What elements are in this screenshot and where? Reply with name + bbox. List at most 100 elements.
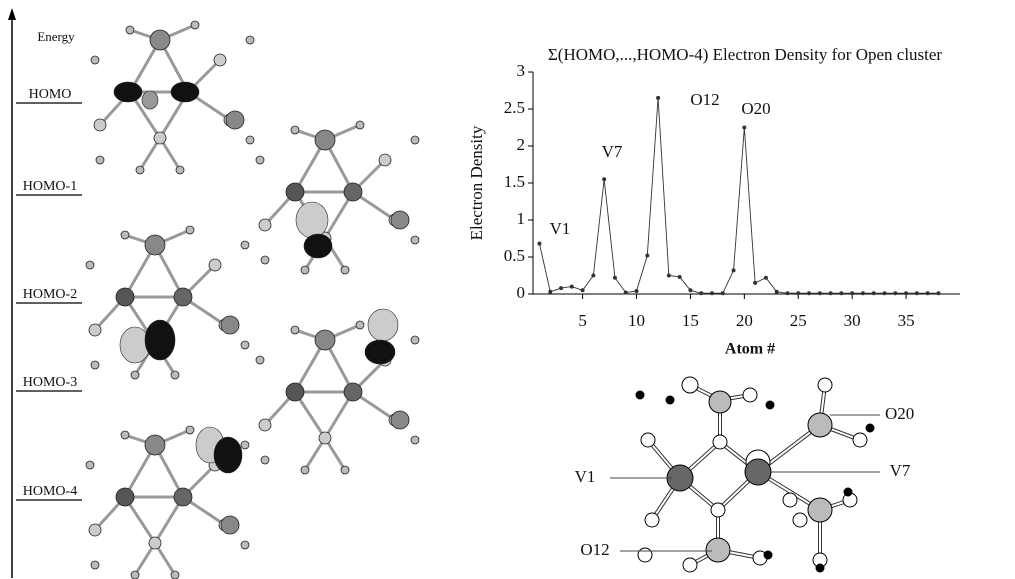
atom — [261, 256, 269, 264]
data-point — [818, 291, 822, 295]
orbital-lobe — [296, 202, 328, 238]
atom — [214, 54, 226, 66]
y-tick-label: 2.5 — [504, 98, 525, 117]
data-point — [904, 291, 908, 295]
atom — [638, 548, 652, 562]
structure-label: O12 — [580, 540, 609, 559]
atom — [743, 388, 757, 402]
atom — [86, 261, 94, 269]
annotation: V7 — [602, 142, 623, 161]
atom — [241, 241, 249, 249]
y-tick-label: 1 — [517, 209, 526, 228]
atom — [131, 371, 139, 379]
data-point — [926, 291, 930, 295]
x-axis-label: Atom # — [725, 341, 775, 358]
atom — [319, 432, 331, 444]
data-point — [893, 291, 897, 295]
atom — [411, 436, 419, 444]
cluster — [91, 21, 254, 174]
atom — [411, 336, 419, 344]
energy-label: Energy — [37, 29, 75, 44]
atom — [145, 435, 165, 455]
orbital-lobe — [304, 234, 332, 258]
atom — [259, 419, 271, 431]
x-tick-label: 15 — [682, 311, 699, 330]
atom — [844, 488, 852, 496]
atom — [261, 456, 269, 464]
orbital-lobe — [145, 320, 175, 360]
series-line — [539, 98, 938, 293]
data-point — [591, 274, 595, 278]
x-tick-label: 30 — [844, 311, 861, 330]
atom — [246, 136, 254, 144]
orbital-lobe — [214, 437, 242, 473]
x-tick-label: 10 — [628, 311, 645, 330]
figure: Energy HOMOHOMO-1HOMO-2HOMO-3HOMO-4 Σ(HO… — [0, 0, 1015, 579]
data-point — [645, 254, 649, 258]
atom — [241, 441, 249, 449]
x-tick-label: 25 — [790, 311, 807, 330]
atom — [150, 30, 170, 50]
atom — [356, 121, 364, 129]
orbital-lobe — [114, 82, 142, 102]
data-point — [667, 274, 671, 278]
data-point — [613, 276, 617, 280]
atom — [816, 564, 824, 572]
atom — [808, 413, 832, 437]
atom — [286, 383, 304, 401]
atom — [711, 503, 725, 517]
energy-arrow — [8, 8, 16, 20]
orbital-lobe — [368, 309, 398, 341]
atom — [209, 259, 221, 271]
y-tick-label: 0 — [517, 283, 526, 302]
level-label: HOMO-3 — [23, 375, 77, 390]
chart-title: Σ(HOMO,...,HOMO-4) Electron Density for … — [548, 45, 943, 64]
molecules — [86, 21, 419, 579]
atom — [411, 236, 419, 244]
level-label: HOMO-2 — [23, 287, 77, 302]
structure-label: O20 — [885, 404, 914, 423]
level-label: HOMO-1 — [23, 179, 77, 194]
atom — [301, 466, 309, 474]
annotation: V1 — [550, 219, 571, 238]
data-point — [581, 288, 585, 292]
atom — [391, 211, 409, 229]
atom — [186, 426, 194, 434]
atom — [116, 488, 134, 506]
data-point — [872, 291, 876, 295]
atom — [286, 183, 304, 201]
atom — [259, 219, 271, 231]
data-point — [602, 177, 606, 181]
cluster — [256, 121, 419, 274]
data-point — [753, 281, 757, 285]
atom — [344, 383, 362, 401]
atom — [764, 551, 772, 559]
line-chart: 00.511.522.535101520253035V1V7O12O20 — [504, 61, 960, 330]
atom — [344, 183, 362, 201]
data-point — [785, 291, 789, 295]
data-point — [850, 291, 854, 295]
x-tick-label: 20 — [736, 311, 753, 330]
data-point — [764, 276, 768, 280]
atom — [315, 130, 335, 150]
data-point — [635, 289, 639, 293]
data-point — [548, 290, 552, 294]
data-point — [807, 291, 811, 295]
atom — [89, 524, 101, 536]
atom — [131, 571, 139, 579]
atom — [191, 21, 199, 29]
atom — [356, 321, 364, 329]
atom — [149, 537, 161, 549]
atom — [174, 288, 192, 306]
annotation: O12 — [690, 90, 719, 109]
atom — [683, 558, 697, 572]
atom — [94, 119, 106, 131]
atom — [126, 26, 134, 34]
atom — [301, 266, 309, 274]
data-point — [559, 286, 563, 290]
atom — [121, 231, 129, 239]
data-point — [721, 291, 725, 295]
atom — [709, 391, 731, 413]
atom — [154, 132, 166, 144]
atom — [341, 466, 349, 474]
